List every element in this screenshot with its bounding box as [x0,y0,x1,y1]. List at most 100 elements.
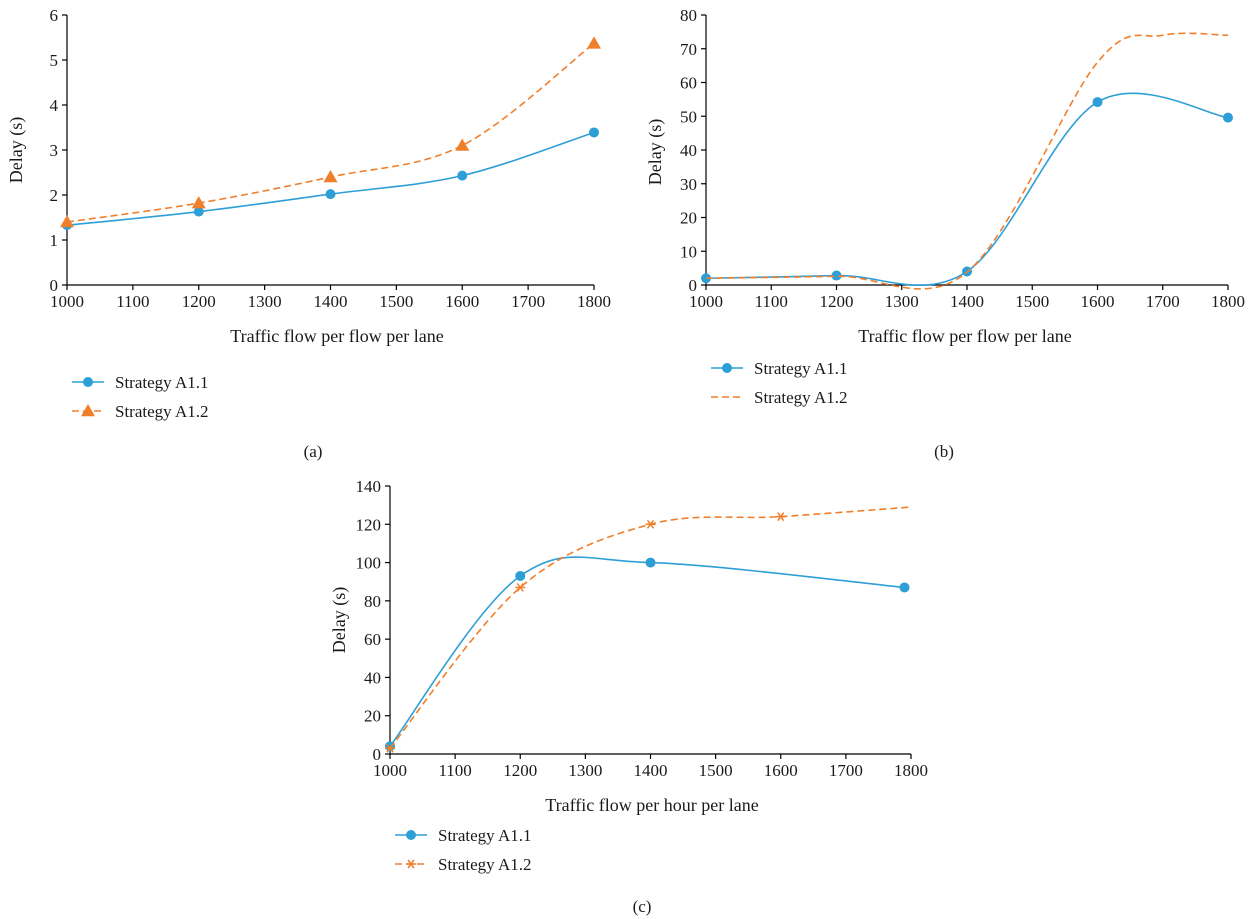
x-tick-label: 1800 [894,761,928,780]
series-line [389,556,905,747]
x-tick-label: 1300 [248,292,282,311]
x-axis-title: Traffic flow per flow per lane [230,326,443,346]
x-tick-label: 1300 [885,292,919,311]
data-point [1223,112,1233,123]
data-point [515,583,526,592]
y-axis-title: Delay (s) [6,117,27,183]
y-tick-label: 140 [356,477,382,496]
x-tick-label: 1000 [50,292,84,311]
data-point [899,582,910,593]
x-tick-label: 1700 [829,761,863,780]
x-tick-label: 1300 [568,761,602,780]
legend-label: Strategy A1.1 [754,359,848,378]
series-1 [385,556,910,752]
y-tick-label: 30 [680,175,697,194]
x-tick-label: 1700 [511,292,545,311]
series-1 [701,92,1233,286]
legend-item: Strategy A1.2 [395,855,532,874]
series-line [705,32,1229,290]
data-point [323,170,338,183]
chart-panel-a: 0 1 2 3 4 5 6 1000 1100 1200 1300 1400 1500 1600 1700 1… [6,6,611,461]
y-tick-label: 6 [50,6,59,25]
y-tick-label: 40 [364,668,381,687]
y-tick-label: 3 [50,141,59,160]
legend-item: Strategy A1.1 [72,373,209,392]
legend-marker [81,404,95,417]
y-tick-label: 20 [680,209,697,228]
panel-label: (c) [633,897,652,916]
data-point [60,215,74,228]
y-tick-label: 1 [50,231,59,250]
x-tick-label: 1500 [699,761,733,780]
legend-marker [406,830,416,840]
data-point [191,196,206,209]
legend-label: Strategy A1.2 [754,388,848,407]
legend-item: Strategy A1.2 [72,402,209,421]
y-tick-label: 70 [680,40,697,59]
data-point [645,519,656,529]
panel-label: (a) [304,442,323,461]
legend-label: Strategy A1.1 [438,826,532,845]
legend-label: Strategy A1.2 [115,402,209,421]
y-tick-label: 5 [50,51,59,70]
legend-label: Strategy A1.1 [115,373,209,392]
y-tick-label: 120 [356,515,382,534]
y-tick-label: 20 [364,707,381,726]
chart-panel-c: 0 20 40 60 80 100 120 140 1000 1100 1200 1300 1400 15… [329,477,928,916]
chart-panel-b: 0 10 20 30 40 50 60 70 80 1000 1100 1200 1300 1400 150… [645,6,1245,461]
data-point [515,570,526,581]
y-tick-label: 60 [364,630,381,649]
x-tick-label: 1200 [503,761,537,780]
x-tick-label: 1000 [689,292,723,311]
x-tick-label: 1600 [1081,292,1115,311]
x-tick-label: 1800 [577,292,611,311]
x-tick-label: 1100 [116,292,149,311]
y-axis-title: Delay (s) [645,119,666,185]
x-tick-label: 1700 [1146,292,1180,311]
legend-marker [406,859,416,869]
y-axis-title: Delay (s) [329,587,350,653]
x-tick-label: 1400 [314,292,348,311]
legend-label: Strategy A1.2 [438,855,532,874]
series-line [705,92,1229,286]
x-tick-label: 1100 [755,292,788,311]
y-tick-label: 50 [680,107,697,126]
x-tick-label: 1400 [634,761,668,780]
x-tick-label: 1000 [373,761,407,780]
x-axis-title: Traffic flow per hour per lane [545,795,758,815]
panel-label: (b) [934,442,954,461]
y-tick-label: 0 [50,276,59,295]
x-tick-label: 1500 [1015,292,1049,311]
y-tick-label: 4 [50,96,59,115]
data-point [193,206,204,217]
y-tick-label: 10 [680,242,697,261]
y-tick-label: 100 [356,554,382,573]
data-point [457,170,468,181]
x-tick-label: 1600 [764,761,798,780]
x-tick-label: 1200 [182,292,216,311]
series-line [389,506,912,749]
x-tick-label: 1400 [950,292,984,311]
data-point [1092,97,1103,108]
y-tick-label: 40 [680,141,697,160]
y-tick-label: 0 [373,745,382,764]
legend-marker [83,377,93,387]
x-tick-label: 1100 [438,761,471,780]
data-point [587,36,601,49]
legend-item: Strategy A1.1 [711,359,848,378]
legend-item: Strategy A1.2 [711,388,848,407]
data-point [455,138,470,151]
data-point [589,127,599,138]
series-2 [385,506,912,753]
data-point [325,189,336,200]
data-point [645,557,656,568]
x-tick-label: 1800 [1211,292,1245,311]
y-tick-label: 2 [50,186,59,205]
series-2 [60,36,601,228]
data-point [831,270,842,281]
y-tick-label: 60 [680,74,697,93]
series-2 [705,32,1229,290]
x-tick-label: 1200 [820,292,854,311]
x-tick-label: 1500 [379,292,413,311]
